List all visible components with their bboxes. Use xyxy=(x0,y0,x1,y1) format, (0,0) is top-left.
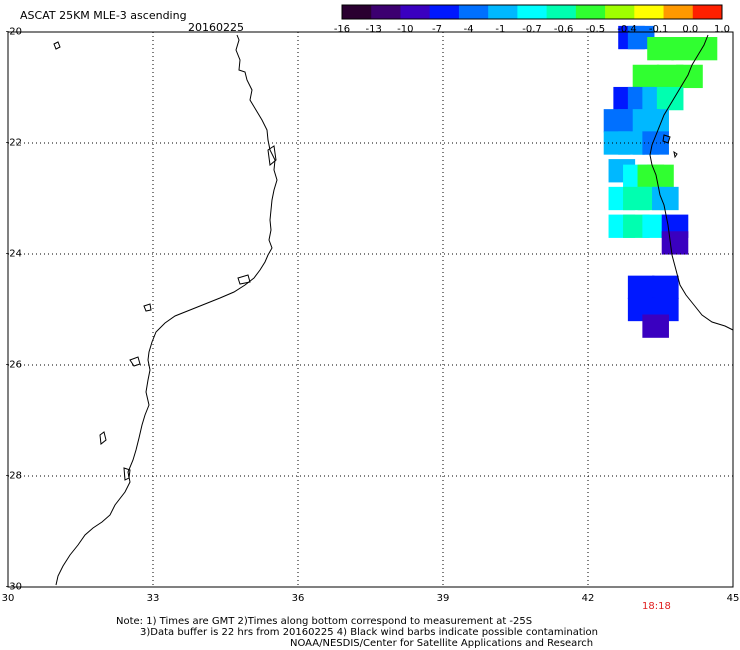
colorbar-segment xyxy=(575,5,606,19)
wind-cell xyxy=(642,314,669,338)
colorbar-tick-label: 1.0 xyxy=(714,24,730,35)
wind-cell xyxy=(642,131,669,155)
colorbar-segment xyxy=(400,5,431,19)
colorbar-segment xyxy=(546,5,577,19)
colorbar-segment xyxy=(488,5,518,19)
wind-cell xyxy=(642,109,669,133)
lon-tick-label: 36 xyxy=(291,593,305,604)
lat-tick-label: -26 xyxy=(5,359,22,371)
colorbar-frame xyxy=(341,4,723,20)
plot-frame xyxy=(7,31,734,588)
colorbar-segment xyxy=(429,5,460,19)
colorbar-tick-label: -10 xyxy=(397,24,414,35)
colorbar-segment xyxy=(663,5,694,19)
lon-tick-label: 45 xyxy=(726,593,740,604)
map-title: ASCAT 25KM MLE-3 ascending xyxy=(20,9,187,22)
wind-cell xyxy=(652,275,679,299)
note-line-3: NOAA/NESDIS/Center for Satellite Applica… xyxy=(290,638,594,649)
lat-tick-label: -24 xyxy=(5,248,22,260)
wind-cell xyxy=(676,64,703,89)
colorbar-tick-label: 0.0 xyxy=(682,24,699,35)
lat-tick-label: -28 xyxy=(5,470,22,482)
wind-cell xyxy=(627,275,655,299)
pass-time-label: 18:18 xyxy=(642,601,671,612)
colorbar-segment xyxy=(342,5,372,19)
lat-tick-label: -20 xyxy=(5,26,22,38)
colorbar-segment xyxy=(605,5,635,19)
colorbar-tick-label: -4 xyxy=(463,24,474,35)
colorbar-segment xyxy=(692,5,723,19)
colorbar-tick-label: -0.5 xyxy=(585,24,606,35)
colorbar-tick-label: -0.4 xyxy=(617,24,637,35)
colorbar-segment xyxy=(458,5,489,19)
lon-tick-label: 30 xyxy=(1,593,15,604)
lon-tick-label: 39 xyxy=(436,593,450,604)
colorbar-segment xyxy=(634,5,665,19)
colorbar-segment xyxy=(517,5,548,19)
wind-cell xyxy=(632,64,660,89)
colorbar-tick-label: -1 xyxy=(495,24,506,35)
wind-swath xyxy=(603,25,718,338)
colorbar-tick-label: -7 xyxy=(432,24,442,35)
map-date: 20160225 xyxy=(188,21,244,34)
colorbar xyxy=(341,4,723,20)
lon-tick-label: 33 xyxy=(146,593,160,604)
lon-tick-label: 42 xyxy=(581,593,595,604)
wind-cell xyxy=(661,231,689,255)
colorbar-tick-label: -0.1 xyxy=(648,24,669,35)
colorbar-tick-label: -0.7 xyxy=(522,24,542,35)
wind-cell xyxy=(690,36,718,61)
wind-cell xyxy=(652,186,679,211)
colorbar-segment xyxy=(371,5,401,19)
colorbar-tick-label: -16 xyxy=(333,24,351,35)
wind-cell xyxy=(656,86,684,111)
coastline-africa xyxy=(53,34,278,586)
wind-cell xyxy=(647,36,674,61)
note-line-2: 3)Data buffer is 22 hrs from 20160225 4)… xyxy=(140,627,598,638)
lat-tick-label: -22 xyxy=(5,137,22,149)
colorbar-tick-label: -0.6 xyxy=(553,24,574,35)
note-line-1: Note: 1) Times are GMT 2)Times along bot… xyxy=(116,616,533,627)
colorbar-tick-label: -13 xyxy=(365,24,382,35)
wind-cell xyxy=(647,164,674,188)
lat-tick-label: -30 xyxy=(5,581,22,593)
